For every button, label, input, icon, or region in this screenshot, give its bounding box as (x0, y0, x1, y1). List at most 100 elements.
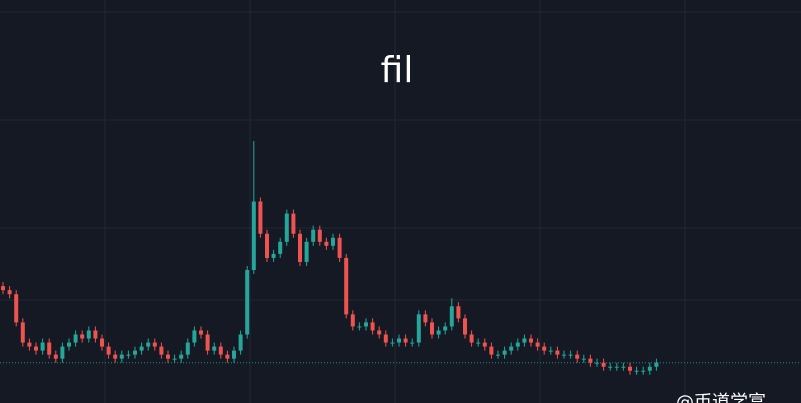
candle-body (416, 314, 421, 343)
candle-body (27, 342, 32, 347)
candle-body (634, 370, 639, 372)
candle-body (185, 342, 190, 355)
candle-body (654, 362, 659, 367)
candle-body (60, 346, 65, 359)
candle-body (119, 354, 124, 359)
candle-body (614, 366, 619, 368)
candle-body (20, 322, 25, 343)
candle-body (152, 342, 157, 347)
candle-body (390, 342, 395, 344)
candle-body (179, 354, 184, 359)
candle-body (311, 229, 316, 242)
candle-body (496, 354, 500, 356)
candle-body (7, 290, 12, 295)
candle-body (436, 330, 441, 335)
candle-body (608, 366, 613, 368)
candle-body (542, 346, 547, 351)
candle-body (331, 237, 335, 246)
candle-body (621, 366, 626, 368)
candle-body (449, 306, 454, 327)
candle-body (555, 350, 560, 355)
candle-body (205, 334, 210, 351)
candle-body (595, 362, 599, 364)
candle-body (271, 253, 276, 258)
candle-body (34, 346, 38, 351)
candle-body (423, 314, 428, 323)
candle-body (113, 354, 118, 359)
candle-body (146, 342, 151, 347)
candle-body (100, 338, 104, 347)
candle-body (298, 233, 302, 262)
candle-body (397, 338, 401, 343)
candle-body (515, 342, 520, 347)
candle-body (469, 334, 474, 343)
candle-body (166, 354, 170, 359)
candle-body (383, 334, 388, 343)
candle-body (601, 362, 606, 367)
candle-body (364, 322, 368, 327)
candle-body (317, 229, 322, 242)
candle-body (251, 201, 256, 271)
candle-body (232, 350, 236, 359)
candle-body (588, 358, 593, 363)
candle-body (410, 342, 415, 344)
candle-body (529, 338, 533, 343)
candle-body (159, 346, 164, 355)
candle-body (581, 358, 586, 360)
candle-body (1, 286, 5, 291)
candle-body (489, 346, 494, 355)
watermark: @币道学富 (676, 392, 766, 403)
candle-body (377, 330, 382, 335)
candle-body (548, 350, 553, 352)
candle-body (73, 334, 78, 343)
candle-body (93, 330, 98, 339)
candle-body (199, 330, 203, 335)
candle-body (430, 322, 434, 335)
candle-body (456, 306, 461, 319)
candle-body (139, 346, 144, 351)
candle-body (172, 358, 177, 360)
candle-body (106, 346, 111, 355)
candle-body (357, 326, 362, 328)
candle-body (344, 257, 349, 315)
candle-body (86, 330, 91, 339)
candle-body (502, 350, 507, 355)
candle-body (535, 342, 540, 347)
candle-body (476, 342, 481, 344)
candle-body (337, 237, 342, 258)
candle-body (575, 354, 580, 359)
candle-body (628, 366, 632, 371)
candle-body (14, 294, 19, 323)
candle-body (641, 370, 646, 372)
candle-body (212, 346, 217, 351)
candle-body (126, 354, 131, 356)
candle-body (245, 270, 250, 335)
candle-body (568, 354, 573, 356)
candle-body (284, 213, 289, 242)
candle-body (482, 342, 487, 347)
candle-body (47, 342, 52, 355)
candle-body (522, 338, 527, 343)
candle-body (509, 346, 514, 351)
candle-body (238, 334, 243, 351)
candle-body (562, 354, 566, 356)
candle-body (291, 213, 296, 234)
chart-title: fil (381, 50, 414, 91)
candle-body (403, 338, 408, 343)
candle-body (40, 342, 45, 351)
candle-body (133, 350, 137, 355)
candle-body (80, 334, 85, 339)
candle-body (647, 366, 652, 371)
candle-body (443, 326, 448, 331)
candle-body (463, 318, 467, 335)
candle-body (67, 342, 71, 347)
candle-body (218, 346, 223, 355)
candle-body (304, 241, 309, 262)
candle-body (192, 330, 197, 343)
candle-body (278, 241, 283, 254)
candle-body (53, 354, 58, 359)
candle-body (258, 201, 263, 234)
